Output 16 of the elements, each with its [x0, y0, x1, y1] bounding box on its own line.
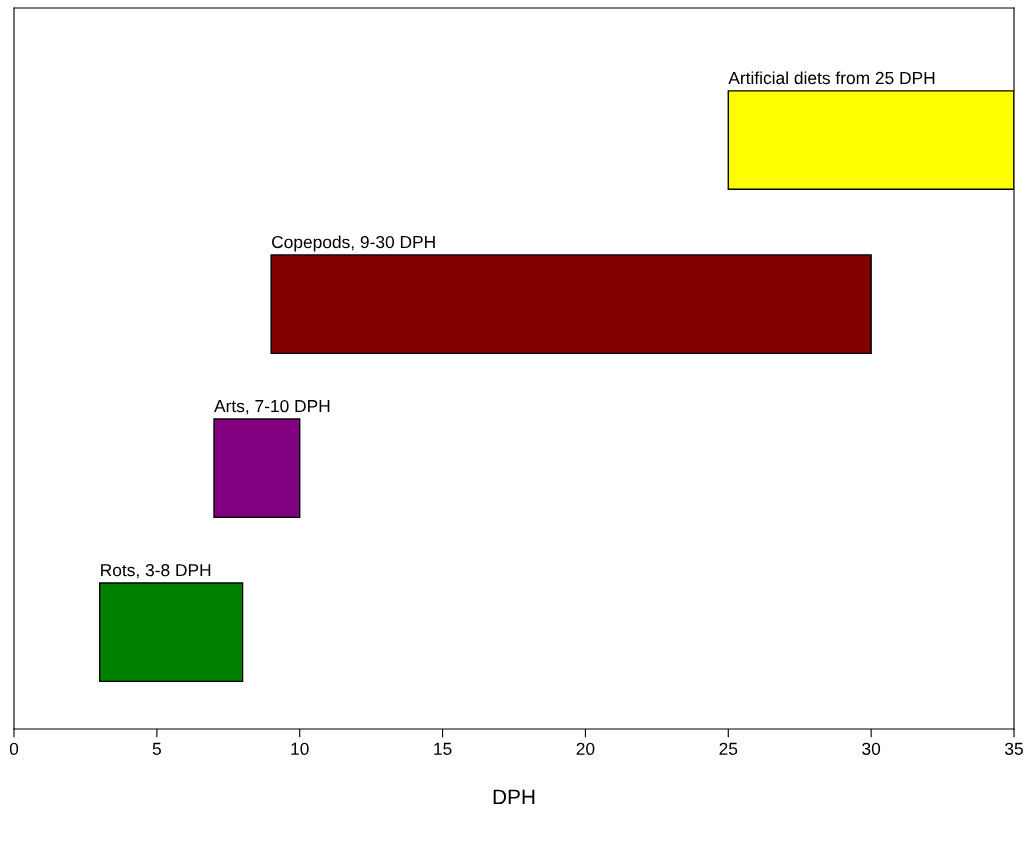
x-tick-label: 30	[862, 742, 881, 755]
x-tick-label: 15	[434, 742, 452, 755]
x-tick-label: 5	[152, 742, 161, 755]
x-axis-title: DPH	[493, 789, 535, 805]
bar	[99, 582, 244, 683]
data-label: Artificial diets from 25 DPH	[728, 71, 935, 85]
x-tick-label: 20	[576, 742, 595, 755]
x-tick-label: 10	[291, 742, 309, 755]
x-tick-label: 25	[719, 742, 738, 755]
data-label: Arts, 7-10 DPH	[214, 399, 330, 415]
bar	[213, 418, 301, 519]
data-label: Copepods, 9-30 DPH	[272, 235, 435, 252]
x-tick-label: 0	[9, 742, 19, 755]
bar	[270, 254, 872, 355]
x-tick-label: 35	[1005, 742, 1023, 755]
data-label: Rots, 3-8 DPH	[101, 563, 211, 579]
